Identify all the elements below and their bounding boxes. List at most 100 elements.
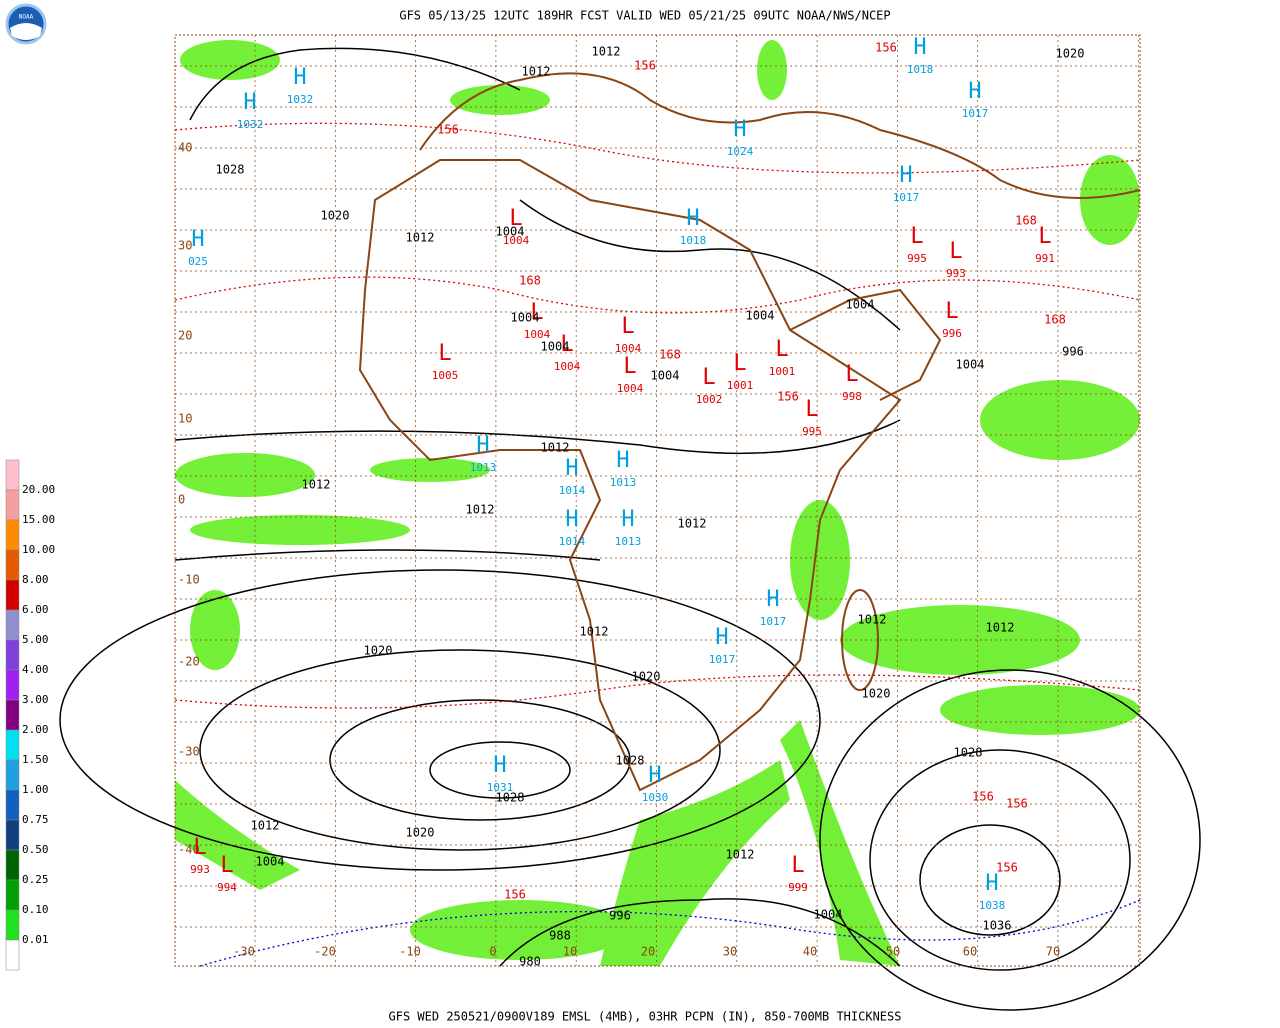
isobar-label: 1004	[541, 340, 570, 354]
isobar-label: 1004	[511, 311, 540, 325]
center-symbol: L	[1038, 224, 1051, 249]
isobar-label: 1036	[983, 919, 1012, 933]
center-value: 1014	[559, 484, 586, 497]
isobar-label: 1012	[678, 517, 707, 531]
isobar-label: 1004	[956, 358, 985, 372]
center-symbol: L	[193, 835, 206, 860]
center-symbol: H	[968, 79, 981, 104]
thickness-label: 156	[777, 390, 799, 404]
isobar-label: 1012	[406, 231, 435, 245]
isobar-label: 1012	[522, 65, 551, 79]
isobar-label: 1028	[496, 791, 525, 805]
isobar-label: 1020	[406, 826, 435, 840]
center-value: 1002	[696, 393, 723, 406]
legend-swatch	[5, 729, 20, 761]
center-symbol: H	[686, 206, 699, 231]
center-value: 993	[946, 267, 966, 280]
isobar	[819, 669, 1201, 1011]
lon-label: -10	[399, 945, 421, 959]
legend-label: 0.01	[22, 933, 49, 946]
lon-label: 70	[1046, 945, 1060, 959]
center-value: 1001	[769, 365, 796, 378]
isobar-label: 1004	[256, 855, 285, 869]
center-symbol: L	[845, 362, 858, 387]
center-symbol: H	[243, 90, 256, 115]
legend-swatch	[5, 519, 20, 551]
center-symbol: H	[493, 753, 506, 778]
center-value: 1030	[642, 791, 669, 804]
lon-label: 30	[723, 945, 737, 959]
center-symbol: L	[733, 351, 746, 376]
precip-area	[175, 780, 300, 890]
isobar-label: 1012	[302, 478, 331, 492]
center-value: 1031	[487, 781, 514, 794]
isobar-label: 1020	[321, 209, 350, 223]
center-symbol: L	[910, 224, 923, 249]
legend-label: 6.00	[22, 603, 49, 616]
center-value: 1032	[237, 118, 264, 131]
center-value: 1038	[979, 899, 1006, 912]
arabia-coast	[789, 288, 942, 401]
isobar-label: 1012	[251, 819, 280, 833]
center-symbol: H	[899, 163, 912, 188]
precip-area	[410, 900, 630, 960]
center-symbol: H	[565, 456, 578, 481]
center-symbol: L	[438, 341, 451, 366]
legend-swatch	[5, 819, 20, 851]
center-symbol: H	[565, 507, 578, 532]
center-symbol: L	[702, 365, 715, 390]
isobar	[189, 47, 521, 121]
africa-coast	[358, 159, 902, 792]
isobar-label: 1012	[592, 45, 621, 59]
header-title: GFS 05/13/25 12UTC 189HR FCST VALID WED …	[399, 9, 890, 23]
center-value: 1017	[893, 191, 920, 204]
center-value: 1017	[760, 615, 787, 628]
thickness-label: 156	[972, 790, 994, 804]
legend-label: 20.00	[22, 483, 55, 496]
isobar-label: 1004	[651, 369, 680, 383]
thickness-label: 168	[1044, 313, 1066, 327]
isobar	[869, 749, 1131, 971]
precip-area	[780, 720, 900, 966]
lat-label: -30	[178, 745, 200, 759]
logo-text: NOAA	[19, 14, 34, 21]
isobar-label: 988	[549, 929, 571, 943]
thickness-label: 168	[519, 274, 541, 288]
thickness-line	[174, 122, 1141, 174]
lat-label: -40	[178, 843, 200, 857]
isobar-label: 1028	[616, 754, 645, 768]
center-value: 1004	[524, 328, 551, 341]
thickness-label: 156	[1006, 797, 1028, 811]
center-value: 991	[1035, 252, 1055, 265]
legend-swatch	[5, 639, 20, 671]
isobar-label: 1020	[364, 644, 393, 658]
thickness-label: 156	[996, 861, 1018, 875]
legend-swatch	[5, 879, 20, 911]
center-symbol: L	[791, 853, 804, 878]
center-symbol: L	[560, 332, 573, 357]
isobar	[519, 199, 901, 331]
thickness-label: 156	[437, 123, 459, 137]
isobar-label: 1012	[986, 621, 1015, 635]
isobar	[59, 569, 821, 871]
thickness-label: 168	[659, 348, 681, 362]
isobar	[329, 699, 631, 821]
center-symbol: H	[191, 227, 204, 252]
center-value: 1005	[432, 369, 459, 382]
isobar-label: 1004	[846, 298, 875, 312]
legend-swatch	[5, 849, 20, 881]
thickness-label: 168	[1015, 214, 1037, 228]
center-value: 994	[217, 881, 237, 894]
thickness-line	[174, 276, 1141, 314]
precip-area	[790, 500, 850, 620]
isobar-label: 1012	[541, 441, 570, 455]
precip-area	[175, 453, 315, 497]
grid	[175, 35, 1140, 966]
center-symbol: H	[621, 507, 634, 532]
center-value: 1001	[727, 379, 754, 392]
legend-label: 15.00	[22, 513, 55, 526]
center-value: 1013	[610, 476, 637, 489]
legend-label: 0.25	[22, 873, 49, 886]
isobar-label: 1020	[632, 670, 661, 684]
